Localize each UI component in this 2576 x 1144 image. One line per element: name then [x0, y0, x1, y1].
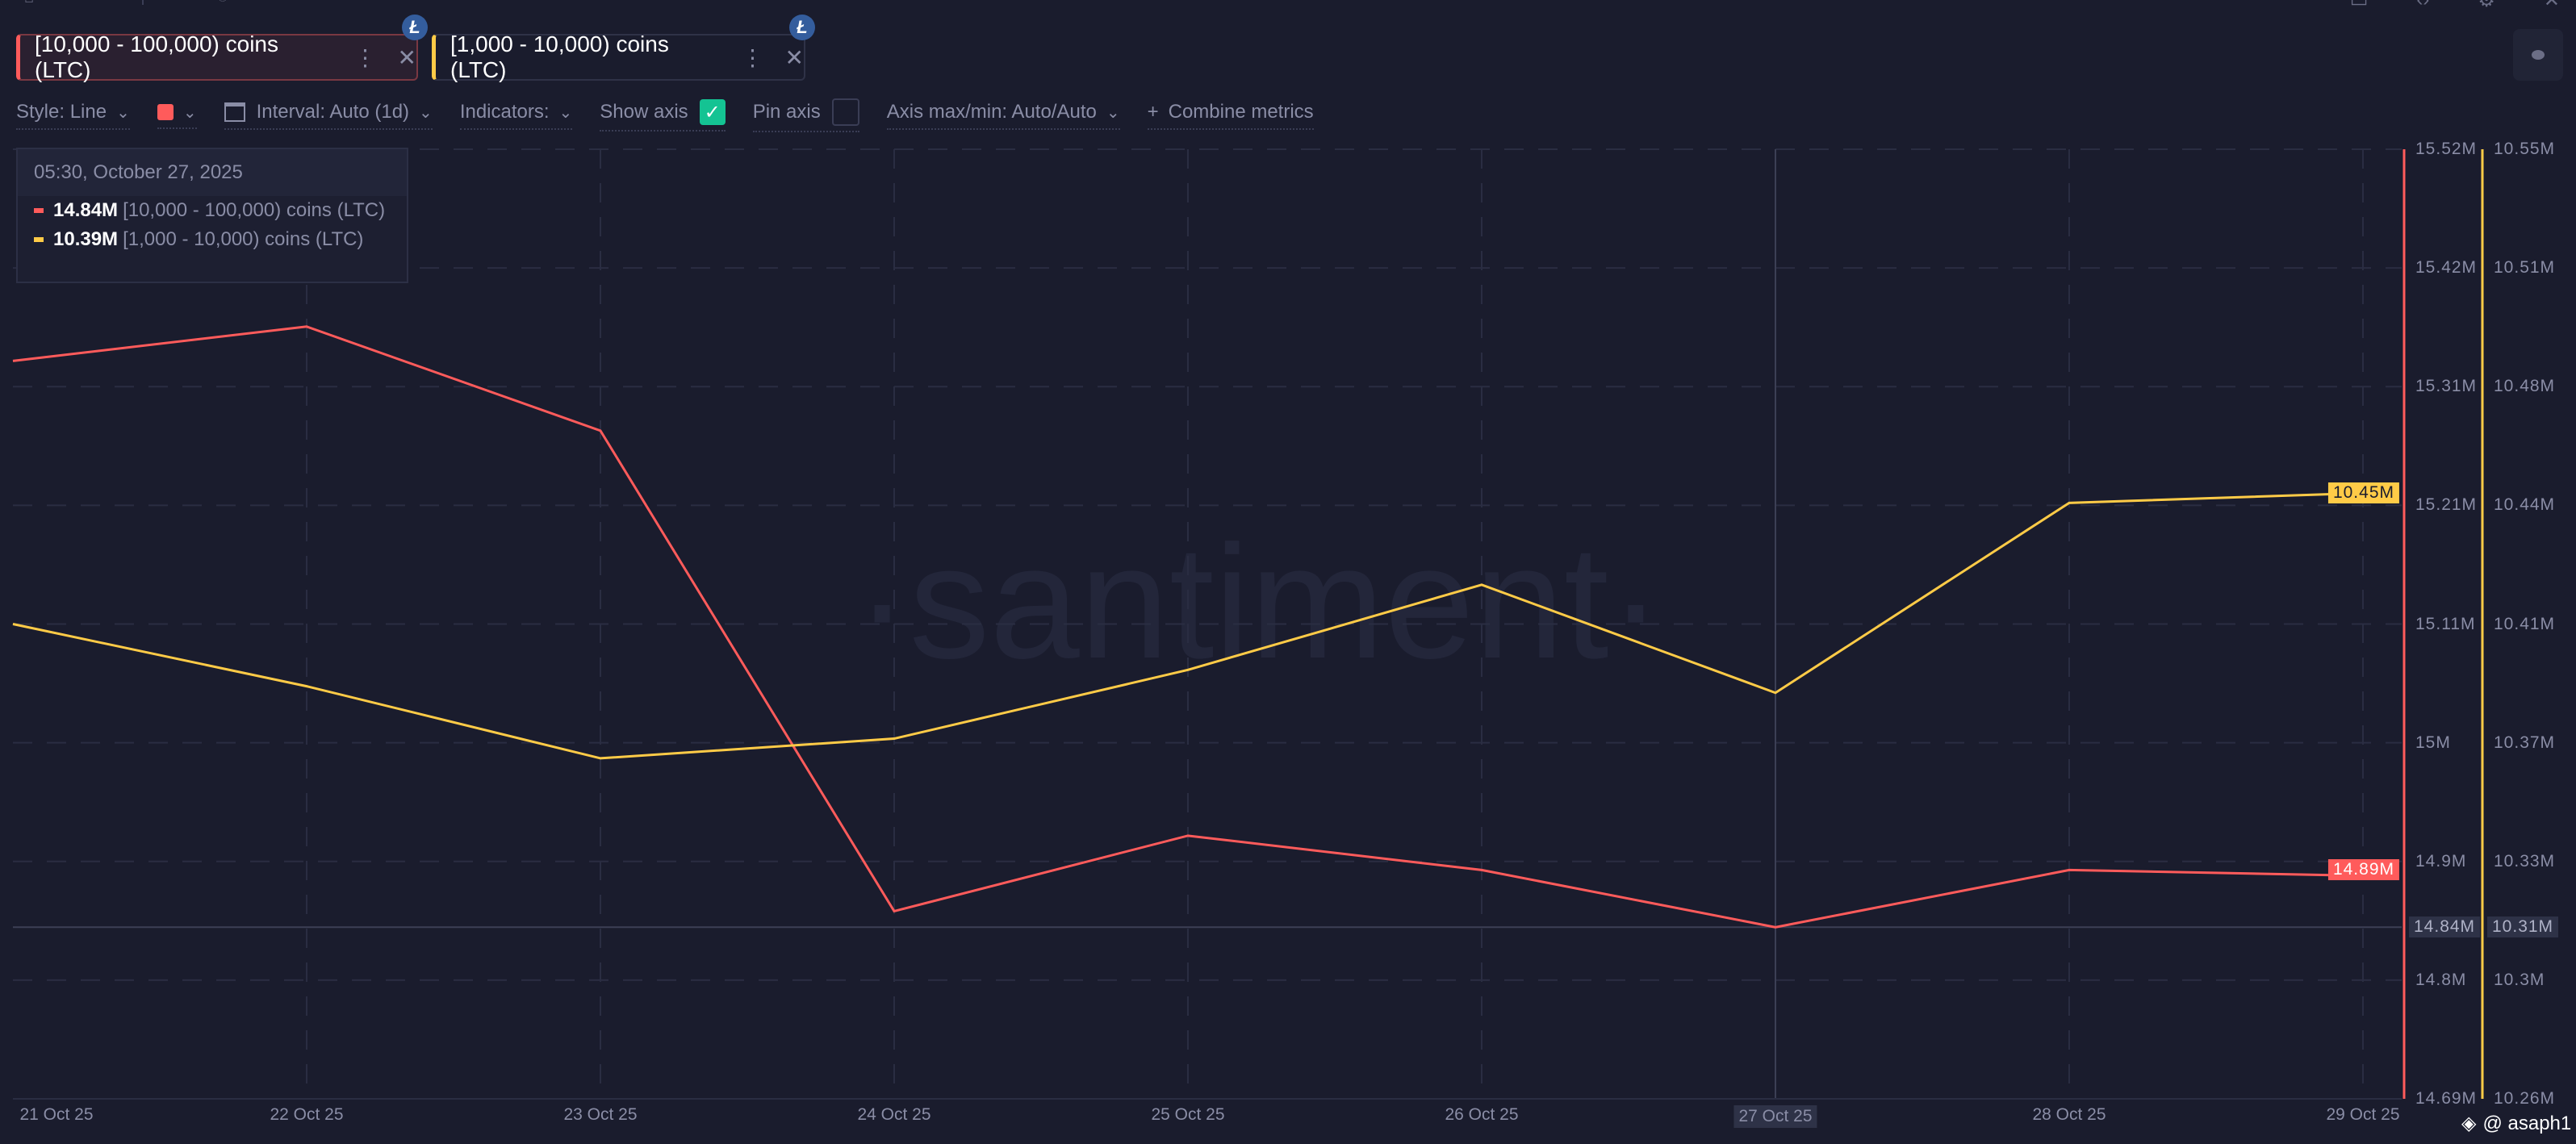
y-tick-label: 14.69M: [2415, 1089, 2478, 1108]
pin-axis-label: Pin axis: [752, 101, 821, 123]
tooltip-label: [10,000 - 100,000) coins (LTC): [123, 199, 386, 221]
x-tick-label: 25 Oct 25: [1151, 1105, 1225, 1124]
tooltip-value: 10.39M: [53, 228, 119, 250]
checkbox-checked[interactable]: ✓: [699, 99, 726, 125]
close-icon[interactable]: ✕: [2543, 0, 2560, 11]
chevron-down-icon: ⌄: [116, 103, 130, 122]
show-axis-label: Show axis: [600, 101, 688, 123]
y-tick-label: 10.44M: [2494, 495, 2556, 515]
combine-metrics-button[interactable]: + Combine metrics: [1147, 101, 1314, 130]
litecoin-icon: Ł: [402, 15, 428, 40]
chart-tooltip: 05:30, October 27, 2025 14.84M [10,000 - …: [16, 148, 408, 283]
window-icon[interactable]: ▭: [2349, 0, 2369, 11]
y-tick-label: 15.31M: [2415, 377, 2478, 396]
series-swatch: [34, 208, 44, 213]
santiment-watermark: ·santiment·: [855, 512, 1662, 692]
checkbox-unchecked[interactable]: [831, 98, 859, 126]
dot-icon: [2532, 50, 2545, 60]
litecoin-icon: Ł: [789, 15, 815, 40]
y-tick-label: 10.55M: [2494, 140, 2556, 158]
series-swatch: [34, 237, 44, 242]
combine-label: Combine metrics: [1168, 101, 1314, 123]
tooltip-date: 05:30, October 27, 2025: [18, 149, 407, 196]
y-tick-label: 10.37M: [2494, 733, 2556, 752]
chevron-down-icon: ⌄: [182, 103, 197, 122]
crosshair-value-badge: 14.84M: [2409, 916, 2481, 938]
metric-tab-label: [10,000 - 100,000) coins (LTC): [35, 31, 278, 82]
last-value-badge: 10.45M: [2327, 482, 2399, 504]
y-tick-label: 15M: [2415, 733, 2451, 752]
y-tick-label: 10.26M: [2494, 1089, 2556, 1108]
chevron-down-icon: ⌄: [558, 103, 573, 122]
y-tick-label: 15.21M: [2415, 495, 2478, 515]
interval-label: Interval: Auto (1d): [256, 101, 410, 123]
metric-tab-1[interactable]: [10,000 - 100,000) coins (LTC) ⋮ ✕ Ł: [16, 15, 428, 82]
code-icon[interactable]: ‹›: [2416, 0, 2429, 12]
y-tick-label: 15.52M: [2415, 140, 2478, 158]
y-tick-label: 10.48M: [2494, 377, 2556, 396]
chevron-down-icon: ⌄: [419, 103, 433, 122]
y-tick-label: 15.42M: [2415, 258, 2478, 278]
metric-tab-label: [1,000 - 10,000) coins (LTC): [450, 31, 669, 82]
tooltip-label: [1,000 - 10,000) coins (LTC): [123, 228, 364, 250]
x-tick-label: 28 Oct 25: [2032, 1105, 2106, 1124]
axis-maxmin-dropdown[interactable]: Axis max/min: Auto/Auto ⌄: [886, 101, 1120, 130]
x-tick-label: 21 Oct 25: [19, 1105, 94, 1124]
pin-axis-toggle[interactable]: Pin axis: [752, 98, 859, 132]
credit-handle: @ asaph1: [2482, 1112, 2572, 1134]
show-axis-toggle[interactable]: Show axis ✓: [600, 99, 726, 132]
y-tick-label: 10.41M: [2494, 614, 2556, 633]
x-tick-label: 29 Oct 25: [2326, 1105, 2400, 1124]
top-icon[interactable]: ⌂: [24, 0, 34, 7]
crosshair-value-badge: 10.31M: [2487, 916, 2559, 938]
y-tick-label: 14.8M: [2415, 970, 2467, 989]
y-tick-label: 10.51M: [2494, 258, 2556, 278]
close-icon[interactable]: ✕: [784, 44, 804, 70]
indicators-label: Indicators:: [459, 101, 550, 123]
more-options-icon[interactable]: ⋮: [741, 44, 764, 70]
tooltip-value: 14.84M: [53, 199, 119, 221]
x-tick-label: 24 Oct 25: [857, 1105, 931, 1124]
last-value-badge: 14.89M: [2327, 859, 2399, 881]
x-tick-label: 23 Oct 25: [563, 1105, 638, 1124]
record-button[interactable]: [2513, 29, 2563, 81]
credit: ◈ @ asaph1: [2461, 1112, 2571, 1135]
y-tick-label: 15.11M: [2415, 614, 2476, 633]
series-line: [12, 325, 2364, 929]
color-picker[interactable]: ⌄: [157, 102, 197, 129]
y-tick-label: 10.3M: [2494, 970, 2545, 989]
chart-settings-toolbar: Style: Line ⌄ ⌄ Interval: Auto (1d) ⌄ Indi…: [16, 98, 1341, 132]
top-toolbar-fragment: ⌂ ◌: [24, 0, 347, 7]
tooltip-row: 10.39M [1,000 - 10,000) coins (LTC): [18, 225, 407, 254]
style-label: Style: Line: [16, 101, 107, 123]
y-tick-label: 10.33M: [2494, 851, 2556, 871]
metric-tab-2[interactable]: [1,000 - 10,000) coins (LTC) ⋮ ✕ Ł: [432, 15, 815, 82]
top-right-icons: ▭ ‹› ⚙ ✕: [2350, 0, 2560, 12]
style-dropdown[interactable]: Style: Line ⌄: [16, 101, 130, 130]
top-icon[interactable]: ◌: [218, 0, 228, 7]
close-icon[interactable]: ✕: [397, 44, 416, 70]
x-tick-label: 27 Oct 25: [1733, 1105, 1817, 1128]
calendar-icon: [224, 102, 245, 122]
color-swatch: [157, 104, 174, 120]
plus-icon: +: [1147, 101, 1159, 123]
series-line: [12, 491, 2364, 760]
x-tick-label: 22 Oct 25: [270, 1105, 344, 1124]
indicators-dropdown[interactable]: Indicators: ⌄: [459, 101, 573, 130]
interval-dropdown[interactable]: Interval: Auto (1d) ⌄: [224, 101, 433, 130]
divider: [142, 0, 144, 5]
tooltip-row: 14.84M [10,000 - 100,000) coins (LTC): [18, 196, 407, 225]
binance-icon: ◈: [2461, 1113, 2477, 1134]
axis-maxmin-label: Axis max/min: Auto/Auto: [886, 101, 1097, 123]
chevron-down-icon: ⌄: [1106, 103, 1120, 122]
more-options-icon[interactable]: ⋮: [353, 44, 377, 70]
gear-icon[interactable]: ⚙: [2478, 0, 2495, 11]
y-tick-label: 14.9M: [2415, 851, 2467, 871]
x-tick-label: 26 Oct 25: [1445, 1105, 1519, 1124]
